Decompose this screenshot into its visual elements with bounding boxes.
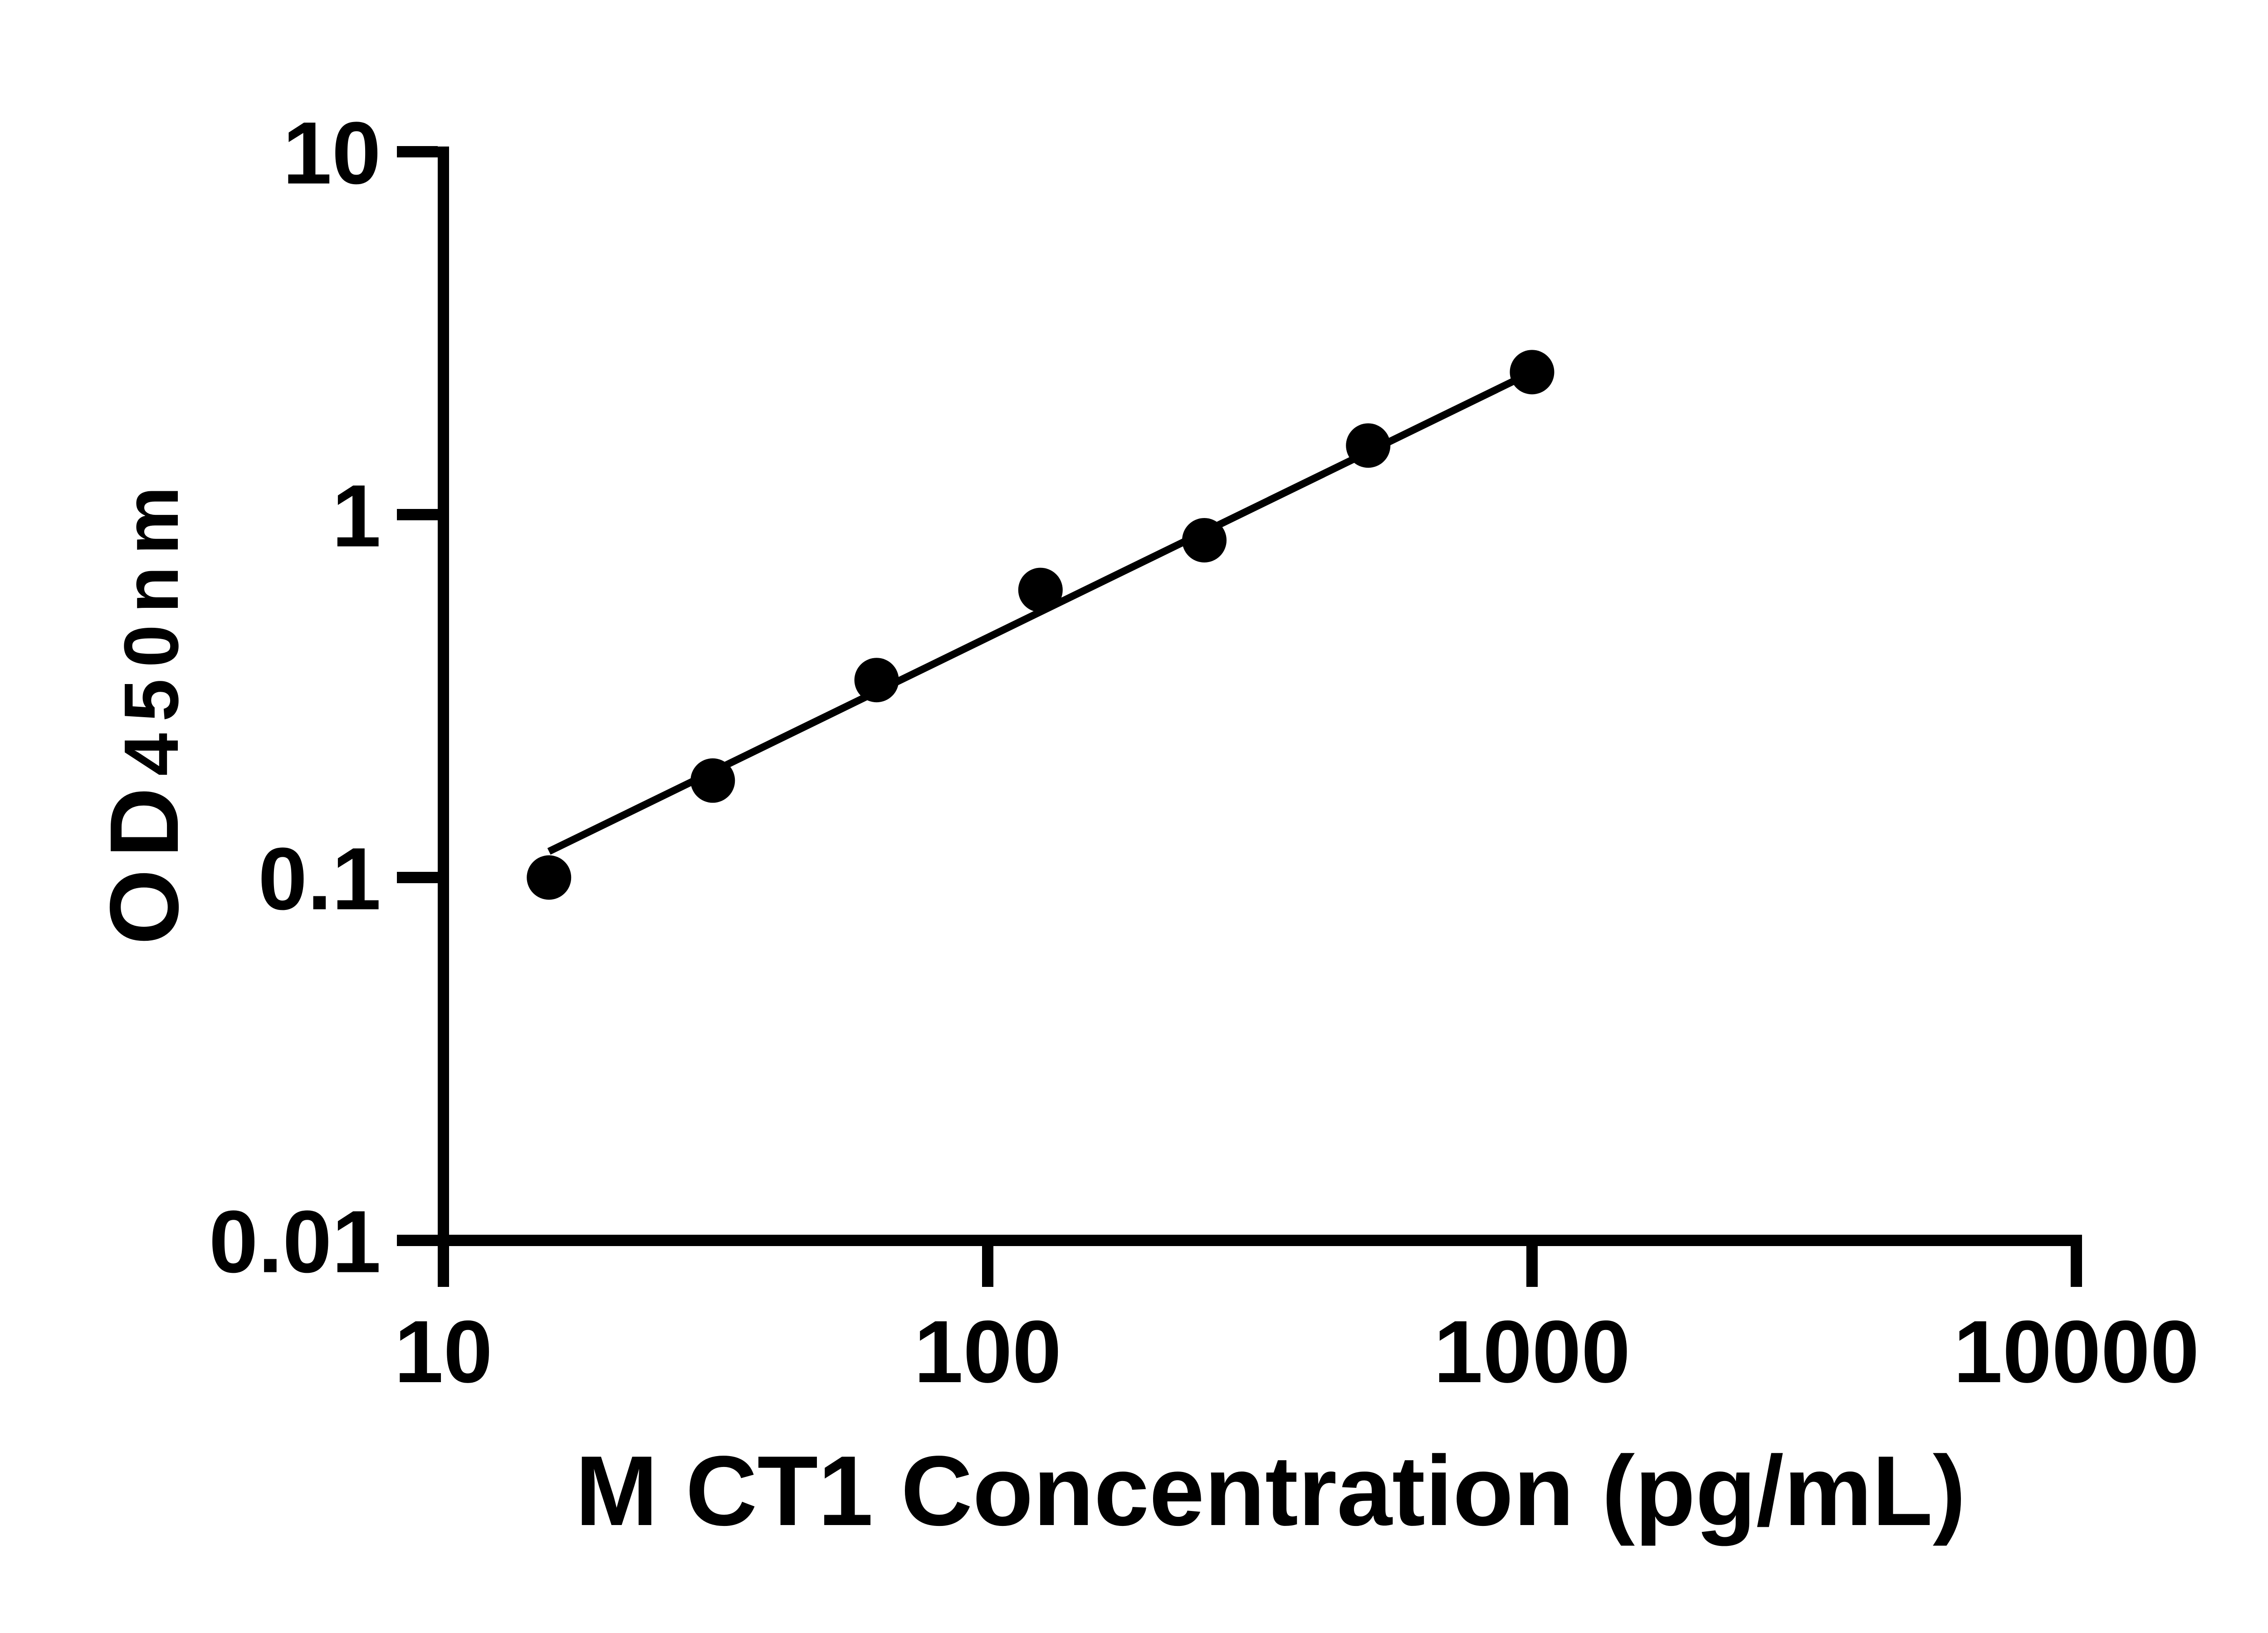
x-tick-10000 [2071, 1246, 2082, 1287]
y-tick-label-1: 1 [332, 467, 381, 566]
x-tick-label-100: 100 [914, 1302, 1061, 1401]
y-tick-0.01 [397, 1235, 438, 1246]
y-tick-label-0.01: 0.01 [209, 1193, 381, 1291]
y-tick-0.1 [397, 872, 438, 883]
y-axis-line [438, 147, 449, 1246]
data-point-3 [854, 658, 899, 703]
y-tick-1 [397, 509, 438, 520]
x-tick-100 [982, 1246, 993, 1287]
data-point-1 [527, 855, 572, 900]
y-axis-title-main: OD [89, 776, 199, 945]
y-tick-label-10: 10 [283, 104, 381, 203]
y-axis-title-sub: 450nm [108, 475, 195, 776]
data-point-5 [1182, 518, 1227, 562]
y-tick-label-0.1: 0.1 [258, 830, 381, 929]
x-tick-label-10: 10 [394, 1302, 493, 1401]
x-axis-line [438, 1235, 2082, 1246]
x-tick-label-10000: 10000 [1953, 1302, 2199, 1401]
x-tick-1000 [1526, 1246, 1538, 1287]
y-tick-10 [397, 146, 438, 157]
y-axis-title: OD450nm [89, 475, 199, 945]
x-tick-10 [438, 1246, 449, 1287]
x-tick-label-1000: 1000 [1434, 1302, 1631, 1401]
data-point-4 [1018, 567, 1063, 612]
x-axis-title: M CT1 Concentration (pg/mL) [575, 1436, 1966, 1546]
plot-layer [527, 350, 1554, 900]
data-point-6 [1346, 423, 1391, 468]
data-point-2 [690, 758, 735, 803]
data-point-7 [1510, 350, 1554, 395]
